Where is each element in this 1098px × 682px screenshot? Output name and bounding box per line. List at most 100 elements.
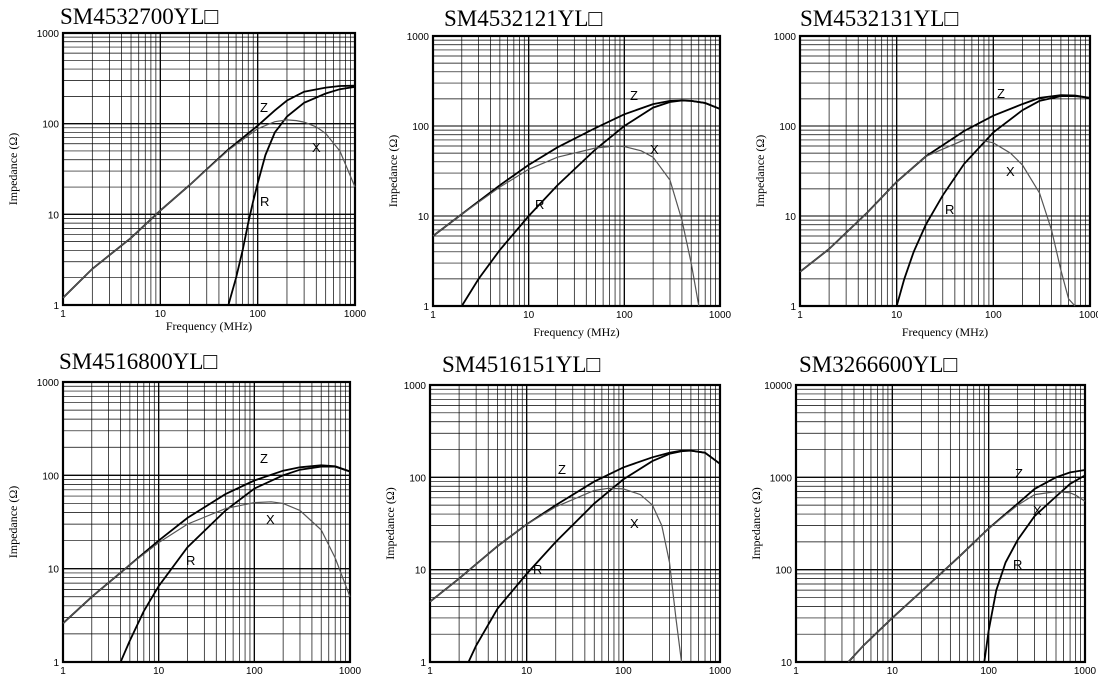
x-tick-label: 1 — [60, 309, 66, 320]
series-line-x — [799, 139, 1076, 307]
x-tick-label: 100 — [985, 310, 1002, 321]
series-line-z — [62, 464, 351, 624]
series-line-r — [983, 474, 1086, 663]
y-tick-label: 1 — [53, 301, 59, 312]
y-tick-label: 10 — [785, 212, 797, 223]
x-tick-label: 1 — [427, 666, 433, 677]
chart-panel: SM4516151YL□ 1 10 100 1000 1 10 100 1000 Impedanc… — [383, 352, 732, 677]
y-tick-label: 10 — [48, 210, 60, 221]
series-line-z — [799, 94, 1091, 273]
series-label-r: R — [186, 553, 195, 568]
series-line-x — [432, 145, 700, 307]
x-tick-label: 10 — [523, 310, 535, 321]
y-axis-label: Impedance (Ω) — [383, 487, 397, 560]
x-tick-label: 1 — [430, 310, 436, 321]
plot-frame — [428, 383, 722, 664]
series-label-z: Z — [260, 100, 268, 115]
y-tick-label: 100 — [42, 120, 59, 131]
series-label-r: R — [535, 197, 544, 212]
x-tick-label: 100 — [616, 310, 633, 321]
x-tick-label: 1000 — [709, 310, 732, 321]
grid — [799, 35, 1091, 307]
x-tick-label: 1 — [797, 310, 803, 321]
grid — [62, 32, 356, 306]
x-tick-label: 10 — [155, 309, 167, 320]
y-tick-label: 1000 — [774, 32, 797, 43]
series-label-r: R — [1013, 557, 1022, 572]
series-label-z: Z — [1015, 466, 1023, 481]
y-tick-label: 100 — [779, 122, 796, 133]
x-tick-label: 1000 — [1074, 666, 1097, 677]
grid — [795, 384, 1086, 663]
chart-title: SM3266600YL□ — [799, 352, 957, 377]
chart-title: SM4532131YL□ — [800, 6, 958, 31]
y-tick-label: 1 — [53, 658, 59, 669]
series-label-z: Z — [630, 88, 638, 103]
chart-title: SM4516800YL□ — [59, 349, 217, 374]
x-tick-label: 10 — [521, 666, 533, 677]
chart-panel: SM3266600YL□1 10 100 100010100100010000Impe… — [749, 352, 1097, 677]
x-tick-label: 10 — [153, 666, 165, 677]
series-label-r: R — [260, 194, 269, 209]
x-axis-label: Frequency (MHz) — [902, 325, 988, 339]
x-tick-label: 100 — [615, 666, 632, 677]
y-tick-label: 1000 — [404, 381, 427, 392]
series-label-x: X — [312, 140, 321, 155]
y-tick-label: 1000 — [407, 32, 430, 43]
series-line-z — [429, 449, 721, 603]
series-label-z: Z — [558, 462, 566, 477]
x-tick-label: 1000 — [339, 666, 362, 677]
series-line-r — [227, 85, 356, 306]
chart-panel: SM4532700YL□ 1 10 100 1000 1 10 100 1000 Frequenc… — [6, 4, 367, 333]
chart-panel: SM4516800YL□ 1 10 100 1000 1 10 100 1000 Impedanc… — [6, 349, 362, 677]
x-tick-label: 1 — [60, 666, 66, 677]
y-axis-label: Impedance (Ω) — [386, 135, 400, 208]
x-tick-label: 10 — [887, 666, 899, 677]
series-line-x — [62, 501, 351, 624]
y-tick-label: 100 — [775, 566, 792, 577]
series-label-r: R — [945, 202, 954, 217]
x-tick-label: 10 — [891, 310, 903, 321]
series-label-x: X — [1006, 164, 1015, 179]
y-tick-label: 1 — [420, 658, 426, 669]
y-tick-label: 1000 — [37, 29, 60, 40]
y-axis-label: Impedance (Ω) — [753, 135, 767, 208]
y-axis-label: Impedance (Ω) — [6, 486, 20, 559]
series-label-r: R — [533, 562, 542, 577]
plot-frame — [61, 31, 357, 307]
x-axis-label: Frequency (MHz) — [166, 319, 252, 333]
y-tick-label: 10000 — [764, 381, 792, 392]
y-tick-label: 1 — [423, 302, 429, 313]
y-tick-label: 100 — [409, 473, 426, 484]
y-tick-label: 10 — [48, 565, 60, 576]
series-line-x — [429, 487, 683, 663]
x-axis-label: Frequency (MHz) — [533, 325, 619, 339]
y-axis-label: Impedance (Ω) — [6, 133, 20, 206]
series-label-x: X — [650, 142, 659, 157]
chart-panel: SM4532121YL□ 1 10 100 1000 1 10 100 1000 Frequenc… — [386, 6, 732, 339]
x-tick-label: 1000 — [344, 309, 367, 320]
series-label-x: X — [1033, 503, 1042, 518]
series-label-x: X — [266, 512, 275, 527]
series-label-x: X — [630, 516, 639, 531]
x-tick-label: 100 — [246, 666, 263, 677]
series-line-r — [467, 449, 721, 663]
grid — [62, 381, 351, 663]
y-tick-label: 10 — [415, 566, 427, 577]
y-axis-label: Impedance (Ω) — [749, 487, 763, 560]
series-line-r — [119, 465, 351, 663]
series-line-r — [461, 99, 721, 307]
series-line-x — [847, 490, 1086, 663]
chart-title: SM4516151YL□ — [442, 352, 600, 377]
x-tick-label: 100 — [980, 666, 997, 677]
plot-frame — [61, 380, 352, 664]
x-tick-label: 1000 — [709, 666, 732, 677]
x-tick-label: 1 — [793, 666, 799, 677]
plot-frame — [431, 34, 722, 308]
y-tick-label: 10 — [781, 658, 793, 669]
y-tick-label: 1000 — [770, 473, 793, 484]
chart-panel: SM4532131YL□ 1 10 100 1000 1 10 100 1000 Frequenc… — [753, 6, 1098, 339]
series-label-z: Z — [260, 451, 268, 466]
plot-frame — [794, 383, 1087, 664]
